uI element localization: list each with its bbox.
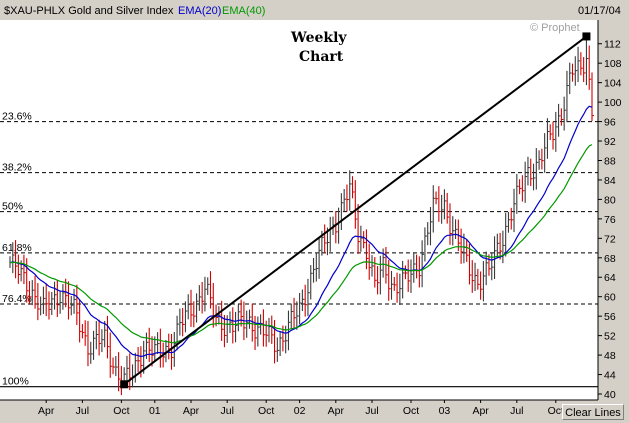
trendline-start-handle [120,380,129,389]
y-axis: 112 108 104 100 96 92 88 84 80 76 72 68 64 60 56 52 48 44… [597,20,622,401]
fib-label-3: 61.8% [2,242,32,254]
x-tick-label-10: Oct [403,405,419,417]
x-tick-label-4: Apr [183,405,200,417]
y-tick-label-0: 112 [604,39,621,51]
x-tick-label-5: Jul [220,405,233,417]
y-tick-label-16: 48 [604,350,616,362]
y-tick-label-4: 96 [604,117,616,129]
x-axis: Apr Jul Oct 01 Apr Jul Oct 02 Apr Jul Oct 03 Apr Jul O… [0,399,598,417]
x-tick-label-8: Apr [328,405,345,417]
y-tick-label-8: 80 [604,194,616,206]
x-tick-label-9: Jul [365,405,378,417]
symbol-label: $XAU-PHLX Gold and Silver Index [4,5,174,17]
fib-label-4: 76.4% [2,293,32,305]
ema40-legend: EMA(40) [222,5,265,17]
ema20-legend: EMA(20) [178,5,221,17]
x-tick-label-13: Jul [510,405,523,417]
trendline-end-handle [582,32,591,41]
x-tick-label-2: Oct [113,405,129,417]
y-tick-label-7: 84 [604,175,616,187]
y-tick-label-12: 64 [604,272,616,284]
x-tick-label-7: 02 [294,405,306,417]
clear-lines-button[interactable]: Clear Lines [562,404,624,420]
x-tick-label-14: Oct [548,405,564,417]
y-tick-label-6: 88 [604,155,616,167]
fib-label-1: 38.2% [2,162,32,174]
chart-title-line-1: Weekly [290,30,347,46]
x-tick-label-3: 01 [149,405,161,417]
fibonacci-levels: 23.6% 38.2% 50% 61.8% 76.4% 100% [0,111,598,388]
plot-area [0,20,598,400]
x-tick-label-0: Apr [38,405,55,417]
y-tick-label-17: 44 [604,370,616,382]
y-tick-label-13: 60 [604,292,616,304]
ema40-line [9,144,593,344]
fib-label-0: 23.6% [2,111,32,123]
x-tick-label-1: Jul [76,405,89,417]
y-tick-label-1: 108 [604,58,622,70]
y-tick-label-11: 68 [604,253,616,265]
price-bars [9,36,594,396]
trendline-layer [120,32,591,389]
y-tick-label-15: 52 [604,331,616,343]
ema-lines [9,105,593,358]
y-tick-label-5: 92 [604,136,616,148]
y-tick-label-3: 100 [604,97,622,109]
trendline [123,35,588,386]
fib-label-5: 100% [2,376,29,388]
copyright-text: © Prophet [530,22,580,34]
y-tick-label-9: 76 [604,214,616,226]
x-tick-label-6: Oct [258,405,274,417]
ema20-line [9,105,593,358]
x-tick-label-12: Apr [472,405,489,417]
x-tick-label-11: 03 [439,405,451,417]
y-tick-label-14: 56 [604,311,616,323]
fib-label-2: 50% [2,201,23,213]
y-tick-label-18: 40 [604,389,616,401]
y-tick-label-10: 72 [604,233,616,245]
chart-title-line-2: Chart [299,49,344,65]
chart-date: 01/17/04 [578,5,621,17]
y-tick-label-2: 104 [604,78,622,90]
